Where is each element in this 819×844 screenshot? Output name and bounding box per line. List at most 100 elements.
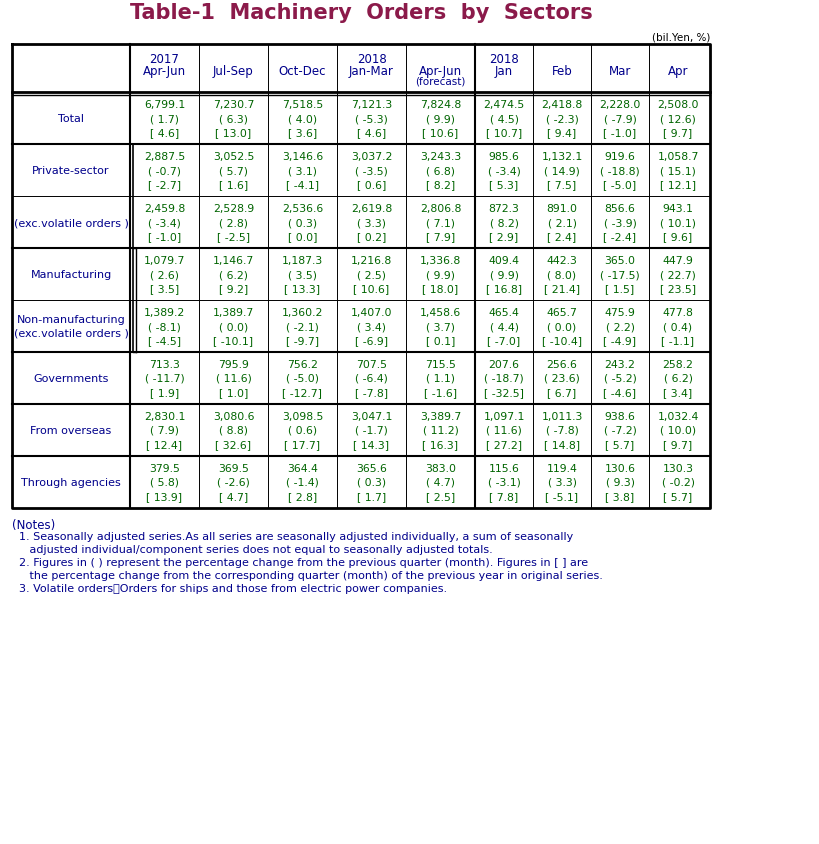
Text: 409.4: 409.4 <box>488 256 519 266</box>
Text: 1,097.1: 1,097.1 <box>483 412 525 421</box>
Text: 7,121.3: 7,121.3 <box>351 100 392 110</box>
Text: [ 6.7]: [ 6.7] <box>547 387 577 398</box>
Text: ( -11.7): ( -11.7) <box>145 374 184 383</box>
Text: [ -2.7]: [ -2.7] <box>148 180 181 190</box>
Text: 856.6: 856.6 <box>604 203 636 214</box>
Text: 1,058.7: 1,058.7 <box>658 152 699 162</box>
Text: 938.6: 938.6 <box>604 412 636 421</box>
Text: 256.6: 256.6 <box>546 360 577 370</box>
Text: ( -8.1): ( -8.1) <box>148 322 181 332</box>
Text: 3,037.2: 3,037.2 <box>351 152 392 162</box>
Text: 1,407.0: 1,407.0 <box>351 307 392 317</box>
Text: Jul-Sep: Jul-Sep <box>213 65 254 78</box>
Text: ( 2.6): ( 2.6) <box>150 270 179 279</box>
Text: 365.6: 365.6 <box>356 463 387 473</box>
Text: [ 18.0]: [ 18.0] <box>423 284 459 294</box>
Text: 7,824.8: 7,824.8 <box>420 100 461 110</box>
Text: 1,132.1: 1,132.1 <box>541 152 582 162</box>
Text: ( 6.3): ( 6.3) <box>219 114 248 124</box>
Text: [ -5.1]: [ -5.1] <box>545 491 578 501</box>
Text: [ 12.4]: [ 12.4] <box>147 440 183 450</box>
Text: ( 11.6): ( 11.6) <box>215 374 251 383</box>
Text: ( 3.3): ( 3.3) <box>547 478 577 488</box>
Text: Mar: Mar <box>609 65 631 78</box>
Text: 130.6: 130.6 <box>604 463 636 473</box>
Text: [ 3.8]: [ 3.8] <box>605 491 635 501</box>
Text: ( 8.0): ( 8.0) <box>547 270 577 279</box>
Text: 1,011.3: 1,011.3 <box>541 412 582 421</box>
Text: ( 9.9): ( 9.9) <box>426 114 455 124</box>
Text: ( 5.8): ( 5.8) <box>150 478 179 488</box>
Text: ( -1.7): ( -1.7) <box>355 425 388 436</box>
Text: Table-1  Machinery  Orders  by  Sectors: Table-1 Machinery Orders by Sectors <box>129 3 592 23</box>
Text: [ 1.9]: [ 1.9] <box>150 387 179 398</box>
Text: ( 2.2): ( 2.2) <box>605 322 635 332</box>
Text: [ -1.6]: [ -1.6] <box>424 387 457 398</box>
Text: ( 3.4): ( 3.4) <box>357 322 386 332</box>
Text: 258.2: 258.2 <box>663 360 694 370</box>
Text: 2,474.5: 2,474.5 <box>483 100 525 110</box>
Text: (Notes): (Notes) <box>12 518 55 532</box>
Text: [ 3.5]: [ 3.5] <box>150 284 179 294</box>
Text: 365.0: 365.0 <box>604 256 636 266</box>
Text: [ -4.1]: [ -4.1] <box>286 180 319 190</box>
Text: ( 9.9): ( 9.9) <box>426 270 455 279</box>
Text: 2,459.8: 2,459.8 <box>144 203 185 214</box>
Text: ( 11.6): ( 11.6) <box>486 425 522 436</box>
Text: [ 12.1]: [ 12.1] <box>660 180 696 190</box>
Text: 243.2: 243.2 <box>604 360 636 370</box>
Text: 3. Volatile orders：Orders for ships and those from electric power companies.: 3. Volatile orders：Orders for ships and … <box>12 583 447 593</box>
Text: [ 21.4]: [ 21.4] <box>544 284 580 294</box>
Text: 465.4: 465.4 <box>489 307 519 317</box>
Text: Apr-Jun: Apr-Jun <box>419 65 462 78</box>
Text: [ 23.5]: [ 23.5] <box>660 284 696 294</box>
Text: [ 3.6]: [ 3.6] <box>287 128 317 138</box>
Text: 383.0: 383.0 <box>425 463 456 473</box>
Text: [ -1.0]: [ -1.0] <box>148 232 181 241</box>
Text: ( -0.2): ( -0.2) <box>662 478 695 488</box>
Text: [ -2.5]: [ -2.5] <box>217 232 250 241</box>
Text: (bil.Yen, %): (bil.Yen, %) <box>652 33 710 43</box>
Text: ( 3.1): ( 3.1) <box>288 165 317 176</box>
Text: [ 0.1]: [ 0.1] <box>426 336 455 346</box>
Text: ( -0.7): ( -0.7) <box>148 165 181 176</box>
Text: 891.0: 891.0 <box>546 203 577 214</box>
Text: ( 7.9): ( 7.9) <box>150 425 179 436</box>
Text: ( 6.2): ( 6.2) <box>663 374 693 383</box>
Text: ( 10.0): ( 10.0) <box>660 425 696 436</box>
Text: [ -7.8]: [ -7.8] <box>355 387 388 398</box>
Text: [ 32.6]: [ 32.6] <box>215 440 251 450</box>
Text: ( -7.2): ( -7.2) <box>604 425 636 436</box>
Text: [ 13.0]: [ 13.0] <box>215 128 251 138</box>
Text: [ 8.2]: [ 8.2] <box>426 180 455 190</box>
Text: 2017: 2017 <box>150 53 179 66</box>
Text: ( -17.5): ( -17.5) <box>600 270 640 279</box>
Text: [ 9.7]: [ 9.7] <box>663 440 693 450</box>
Text: Non-manufacturing: Non-manufacturing <box>16 315 125 325</box>
Text: 2018: 2018 <box>489 53 519 66</box>
Text: 756.2: 756.2 <box>287 360 318 370</box>
Text: ( 4.7): ( 4.7) <box>426 478 455 488</box>
Text: adjusted individual/component series does not equal to seasonally adjusted total: adjusted individual/component series doe… <box>12 544 493 555</box>
Text: 872.3: 872.3 <box>489 203 519 214</box>
Text: ( -5.2): ( -5.2) <box>604 374 636 383</box>
Text: [ 14.8]: [ 14.8] <box>544 440 580 450</box>
Text: [ 16.3]: [ 16.3] <box>423 440 459 450</box>
Text: ( 3.3): ( 3.3) <box>357 218 386 228</box>
Text: [ 0.2]: [ 0.2] <box>357 232 387 241</box>
Text: [ 3.4]: [ 3.4] <box>663 387 693 398</box>
Text: ( -3.1): ( -3.1) <box>487 478 520 488</box>
Text: ( 0.4): ( 0.4) <box>663 322 693 332</box>
Text: [ 4.6]: [ 4.6] <box>150 128 179 138</box>
Text: ( -2.6): ( -2.6) <box>217 478 250 488</box>
Text: [ 7.9]: [ 7.9] <box>426 232 455 241</box>
Text: [ 10.6]: [ 10.6] <box>423 128 459 138</box>
Text: 795.9: 795.9 <box>218 360 249 370</box>
Text: [ 2.5]: [ 2.5] <box>426 491 455 501</box>
Text: Jan-Mar: Jan-Mar <box>349 65 394 78</box>
Text: ( 3.5): ( 3.5) <box>288 270 317 279</box>
Text: Jan: Jan <box>495 65 513 78</box>
Text: ( 8.2): ( 8.2) <box>490 218 518 228</box>
Text: [ -10.4]: [ -10.4] <box>542 336 582 346</box>
Text: 442.3: 442.3 <box>546 256 577 266</box>
